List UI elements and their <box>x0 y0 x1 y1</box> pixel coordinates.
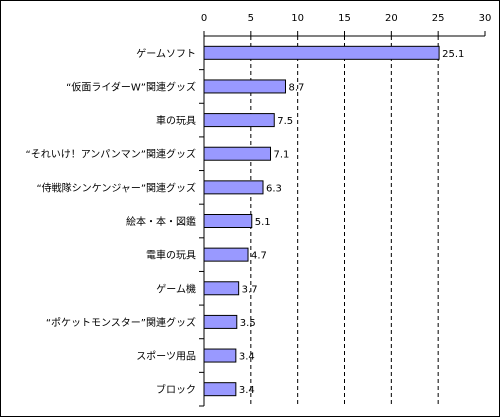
data-label: 8.7 <box>288 82 304 93</box>
data-label: 3.7 <box>242 284 258 295</box>
bar <box>203 247 249 262</box>
bar <box>203 146 272 161</box>
category-label: “ポケットモンスター”関連グッズ <box>46 316 196 329</box>
category-label: 車の玩具 <box>156 114 196 127</box>
data-label: 3.4 <box>239 352 255 363</box>
category-label: “侍戦隊シンケンジャー”関連グッズ <box>36 181 196 194</box>
bar <box>203 214 253 228</box>
data-label: 25.1 <box>442 49 464 60</box>
data-label: 7.1 <box>274 150 290 161</box>
category-label: 絵本・本・図鑑 <box>126 215 196 228</box>
x-tick-label: 5 <box>248 13 254 24</box>
bar <box>203 348 237 363</box>
category-label: スポーツ用品 <box>136 351 196 363</box>
labels: 0 5 10 15 20 25 30 ゲームソフト 25.1 “仮面ライダーW”関連グッズ 8.7 車… <box>26 13 492 396</box>
data-label: 6.3 <box>266 183 282 194</box>
category-label: “それいけ！アンパンマン”関連グッズ <box>26 148 196 161</box>
x-tick-label: 0 <box>201 13 207 24</box>
data-label: 3.4 <box>239 385 255 396</box>
bar <box>203 314 238 329</box>
x-tick-label: 20 <box>385 13 398 24</box>
bar <box>203 281 240 296</box>
data-label: 5.1 <box>255 217 271 228</box>
x-tick-label: 15 <box>338 13 351 24</box>
bar <box>203 180 264 195</box>
data-label: 4.7 <box>251 251 267 262</box>
bar <box>203 79 286 94</box>
x-tick-label: 30 <box>479 13 492 24</box>
bars <box>203 45 440 397</box>
category-label: ゲーム機 <box>156 282 196 295</box>
axes <box>199 31 486 407</box>
bar <box>203 45 440 60</box>
category-label: 電車の玩具 <box>146 249 196 262</box>
category-label: ブロック <box>156 383 196 396</box>
category-label: “仮面ライダーW”関連グッズ <box>66 80 196 93</box>
data-label: 7.5 <box>277 116 293 127</box>
x-tick-label: 25 <box>432 13 445 24</box>
data-label: 3.5 <box>240 318 256 329</box>
bar <box>203 113 275 128</box>
category-label: ゲームソフト <box>136 48 196 60</box>
bar <box>203 382 237 397</box>
x-tick-label: 10 <box>291 13 304 24</box>
